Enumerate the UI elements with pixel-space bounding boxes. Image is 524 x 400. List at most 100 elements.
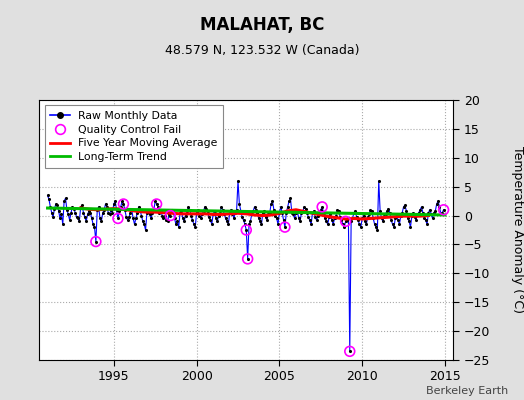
Point bbox=[416, 206, 424, 213]
Point bbox=[266, 210, 274, 216]
Point bbox=[261, 214, 270, 220]
Point bbox=[332, 212, 340, 219]
Point bbox=[383, 208, 391, 214]
Point bbox=[125, 214, 133, 220]
Point bbox=[177, 208, 185, 214]
Point bbox=[268, 198, 277, 204]
Point bbox=[339, 221, 347, 228]
Point bbox=[366, 206, 375, 213]
Point bbox=[337, 217, 346, 223]
Point bbox=[272, 215, 281, 222]
Point bbox=[369, 215, 377, 222]
Point bbox=[205, 214, 213, 220]
Point bbox=[136, 206, 144, 213]
Point bbox=[191, 224, 200, 230]
Point bbox=[293, 208, 301, 214]
Point bbox=[438, 210, 446, 216]
Point bbox=[242, 227, 250, 233]
Point bbox=[224, 221, 233, 228]
Point bbox=[392, 212, 401, 219]
Point bbox=[380, 212, 388, 219]
Point bbox=[402, 208, 410, 214]
Point bbox=[93, 206, 102, 213]
Point bbox=[279, 217, 288, 223]
Point bbox=[77, 204, 85, 210]
Point bbox=[151, 198, 159, 204]
Point bbox=[214, 212, 223, 219]
Text: MALAHAT, BC: MALAHAT, BC bbox=[200, 16, 324, 34]
Point bbox=[414, 210, 423, 216]
Point bbox=[59, 221, 67, 228]
Point bbox=[255, 215, 263, 222]
Point bbox=[231, 210, 239, 216]
Point bbox=[353, 214, 361, 220]
Point bbox=[290, 215, 299, 222]
Point bbox=[187, 212, 195, 219]
Point bbox=[413, 211, 422, 218]
Point bbox=[401, 202, 409, 208]
Point bbox=[430, 210, 438, 216]
Point bbox=[176, 210, 184, 216]
Point bbox=[139, 218, 147, 224]
Point bbox=[420, 215, 429, 222]
Point bbox=[108, 210, 117, 216]
Point bbox=[318, 204, 326, 210]
Point bbox=[141, 227, 150, 233]
Point bbox=[381, 211, 390, 217]
Point bbox=[281, 224, 289, 230]
Point bbox=[107, 206, 115, 213]
Point bbox=[198, 211, 206, 217]
Point bbox=[212, 215, 220, 222]
Point bbox=[431, 208, 440, 214]
Point bbox=[179, 215, 187, 222]
Point bbox=[346, 348, 354, 354]
Point bbox=[223, 218, 231, 224]
Point bbox=[252, 206, 260, 213]
Point bbox=[79, 210, 88, 216]
Point bbox=[253, 210, 261, 216]
Point bbox=[213, 218, 222, 224]
Point bbox=[318, 204, 326, 210]
Point bbox=[50, 206, 59, 212]
Point bbox=[440, 206, 448, 213]
Point bbox=[143, 210, 151, 216]
Point bbox=[236, 208, 245, 214]
Point bbox=[70, 206, 78, 212]
Point bbox=[405, 218, 413, 224]
Point bbox=[275, 210, 283, 216]
Point bbox=[122, 214, 130, 220]
Point bbox=[436, 211, 445, 217]
Point bbox=[322, 218, 331, 224]
Point bbox=[132, 215, 140, 222]
Point bbox=[390, 224, 398, 230]
Point bbox=[81, 214, 89, 220]
Point bbox=[183, 210, 191, 216]
Point bbox=[157, 206, 165, 213]
Point bbox=[216, 210, 224, 216]
Point bbox=[225, 210, 234, 216]
Point bbox=[244, 256, 252, 262]
Point bbox=[388, 221, 397, 228]
Point bbox=[96, 215, 104, 222]
Point bbox=[403, 215, 412, 222]
Point bbox=[52, 201, 60, 207]
Point bbox=[148, 210, 157, 216]
Text: Berkeley Earth: Berkeley Earth bbox=[426, 386, 508, 396]
Point bbox=[271, 212, 279, 219]
Point bbox=[361, 218, 369, 224]
Point bbox=[172, 221, 180, 228]
Point bbox=[127, 206, 136, 213]
Point bbox=[397, 212, 405, 219]
Point bbox=[434, 198, 442, 204]
Point bbox=[355, 221, 364, 228]
Point bbox=[235, 201, 244, 207]
Point bbox=[285, 198, 293, 204]
Point bbox=[45, 196, 53, 202]
Point bbox=[365, 211, 373, 218]
Point bbox=[259, 210, 267, 216]
Point bbox=[321, 215, 329, 222]
Point bbox=[89, 221, 97, 228]
Point bbox=[85, 208, 93, 214]
Point bbox=[192, 210, 201, 216]
Point bbox=[432, 201, 441, 207]
